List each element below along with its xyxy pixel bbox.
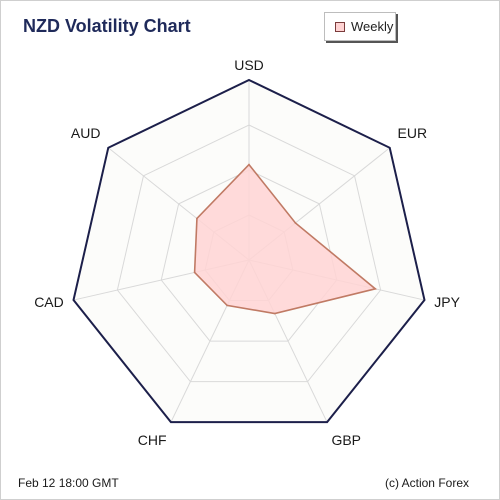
data-point-gbp xyxy=(273,312,276,315)
legend: Weekly xyxy=(324,12,396,41)
axis-label-eur: EUR xyxy=(398,125,428,141)
legend-swatch xyxy=(335,21,345,32)
axis-label-jpy: JPY xyxy=(434,294,460,310)
data-point-cad xyxy=(193,271,196,274)
data-point-usd xyxy=(248,163,250,166)
footer-credit: (c) Action Forex xyxy=(384,476,469,490)
grid-ring xyxy=(116,124,382,383)
axis-label-gbp: GBP xyxy=(331,432,361,448)
data-point-chf xyxy=(226,304,228,307)
legend-label: Weekly xyxy=(351,19,394,34)
axis-label-cad: CAD xyxy=(34,294,64,310)
axis-label-usd: USD xyxy=(234,57,264,73)
axis-label-aud: AUD xyxy=(71,125,101,141)
footer-timestamp: Feb 12 18:00 GMT xyxy=(18,476,119,490)
data-point-aud xyxy=(196,217,198,220)
data-point-jpy xyxy=(374,288,377,290)
grid-ring xyxy=(160,169,338,342)
chart-title: NZD Volatility Chart xyxy=(23,16,191,36)
outer-outline xyxy=(72,78,426,424)
axis-label-chf: CHF xyxy=(138,432,167,448)
data-point-eur xyxy=(294,222,297,224)
series-area-weekly xyxy=(193,163,378,315)
